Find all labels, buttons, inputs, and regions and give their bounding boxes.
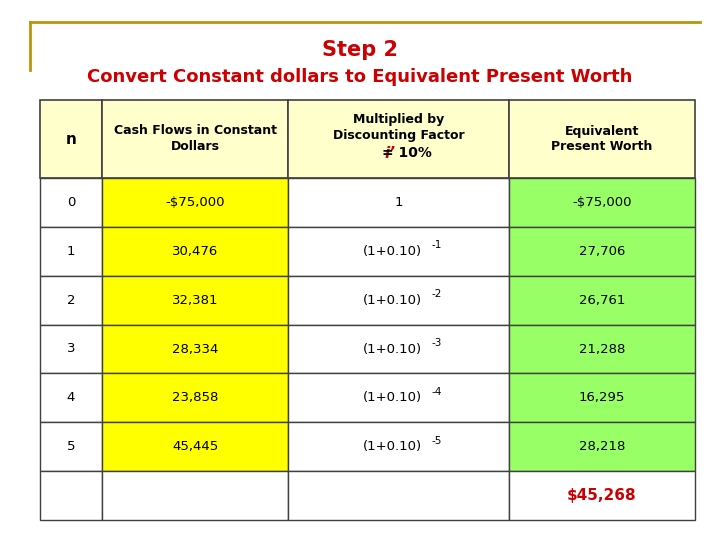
Bar <box>288 178 509 227</box>
Bar <box>288 325 509 374</box>
Bar <box>288 227 509 276</box>
Text: 3: 3 <box>67 342 76 355</box>
Text: 45,445: 45,445 <box>172 440 218 453</box>
Text: 4: 4 <box>67 392 75 404</box>
Text: 28,334: 28,334 <box>172 342 218 355</box>
Bar <box>102 100 288 178</box>
Text: (1+0.10): (1+0.10) <box>363 294 422 307</box>
Text: -3: -3 <box>431 338 441 348</box>
Bar <box>288 100 509 178</box>
Text: 23,858: 23,858 <box>172 392 218 404</box>
Text: Multiplied by: Multiplied by <box>353 112 444 125</box>
Text: -$75,000: -$75,000 <box>572 196 631 209</box>
Bar <box>102 374 288 422</box>
Text: Present Worth: Present Worth <box>552 140 652 153</box>
Text: 1: 1 <box>395 196 402 209</box>
Text: Discounting Factor: Discounting Factor <box>333 129 464 141</box>
Bar <box>509 100 695 178</box>
Bar <box>40 374 102 422</box>
Text: 16,295: 16,295 <box>579 392 625 404</box>
Text: -$75,000: -$75,000 <box>166 196 225 209</box>
Text: (1+0.10): (1+0.10) <box>363 245 422 258</box>
Text: = 10%: = 10% <box>382 146 431 160</box>
Text: 1: 1 <box>67 245 76 258</box>
Bar <box>509 178 695 227</box>
Bar <box>509 422 695 471</box>
Text: Step 2: Step 2 <box>322 40 398 60</box>
Bar <box>102 276 288 325</box>
Bar <box>40 276 102 325</box>
Text: (1+0.10): (1+0.10) <box>363 342 422 355</box>
Bar <box>102 178 288 227</box>
Bar <box>102 471 288 520</box>
Text: (1+0.10): (1+0.10) <box>363 392 422 404</box>
Text: -2: -2 <box>431 289 441 299</box>
Bar <box>509 374 695 422</box>
Bar <box>40 325 102 374</box>
Text: i’: i’ <box>385 145 396 160</box>
Text: n: n <box>66 132 76 146</box>
Bar <box>288 422 509 471</box>
Text: 27,706: 27,706 <box>579 245 625 258</box>
Bar <box>40 100 102 178</box>
Bar <box>40 422 102 471</box>
Text: 32,381: 32,381 <box>172 294 218 307</box>
Text: Cash Flows in Constant: Cash Flows in Constant <box>114 125 276 138</box>
Text: 21,288: 21,288 <box>579 342 625 355</box>
Bar <box>102 325 288 374</box>
Text: Dollars: Dollars <box>171 140 220 153</box>
Text: Convert Constant dollars to Equivalent Present Worth: Convert Constant dollars to Equivalent P… <box>87 68 633 86</box>
Text: (1+0.10): (1+0.10) <box>363 440 422 453</box>
Text: 2: 2 <box>67 294 76 307</box>
Bar <box>40 471 102 520</box>
Text: 26,761: 26,761 <box>579 294 625 307</box>
Text: 30,476: 30,476 <box>172 245 218 258</box>
Bar <box>509 325 695 374</box>
Bar <box>509 471 695 520</box>
Text: -5: -5 <box>431 436 441 446</box>
Bar <box>288 471 509 520</box>
Bar <box>40 178 102 227</box>
Bar <box>102 422 288 471</box>
Bar <box>102 227 288 276</box>
Bar <box>509 276 695 325</box>
Text: 0: 0 <box>67 196 75 209</box>
Text: $45,268: $45,268 <box>567 488 636 503</box>
Text: -4: -4 <box>431 387 441 397</box>
Bar <box>40 227 102 276</box>
Text: Equivalent: Equivalent <box>564 125 639 138</box>
Text: 5: 5 <box>67 440 76 453</box>
Text: -1: -1 <box>431 240 441 250</box>
Bar <box>288 374 509 422</box>
Bar <box>288 276 509 325</box>
Text: 28,218: 28,218 <box>579 440 625 453</box>
Bar <box>509 227 695 276</box>
